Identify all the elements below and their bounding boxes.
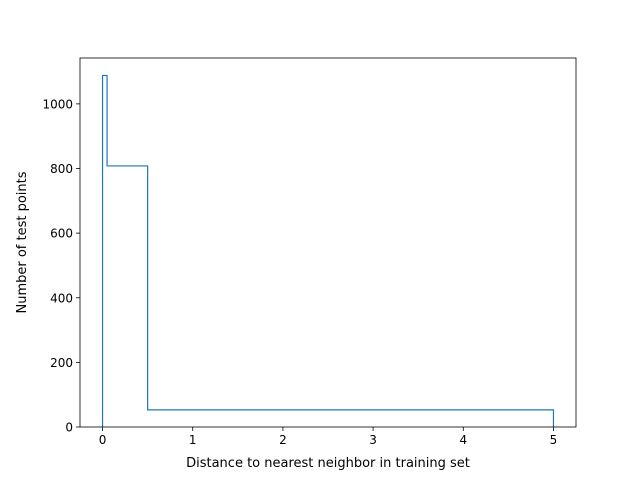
x-tick-label: 1 <box>189 433 197 447</box>
x-axis-label: Distance to nearest neighbor in training… <box>186 456 470 471</box>
histogram-step-line <box>101 74 555 427</box>
axes-frame <box>79 57 577 428</box>
y-tick-label: 200 <box>50 356 73 370</box>
y-tick-label: 800 <box>50 162 73 176</box>
y-tick-label: 1000 <box>42 97 73 111</box>
x-tick-label: 3 <box>369 433 377 447</box>
y-axis-label: Number of test points <box>15 171 30 313</box>
y-axis-ticks: 0 200 400 600 800 1000 <box>42 97 80 435</box>
x-tick-label: 0 <box>99 433 107 447</box>
plot-area <box>101 74 555 427</box>
y-tick-label: 0 <box>65 421 73 435</box>
x-tick-label: 2 <box>279 433 287 447</box>
x-tick-label: 4 <box>459 433 467 447</box>
y-tick-label: 400 <box>50 291 73 305</box>
x-axis-ticks: 0 1 2 3 4 5 <box>99 427 558 447</box>
y-tick-label: 600 <box>50 227 73 241</box>
x-tick-label: 5 <box>550 433 558 447</box>
